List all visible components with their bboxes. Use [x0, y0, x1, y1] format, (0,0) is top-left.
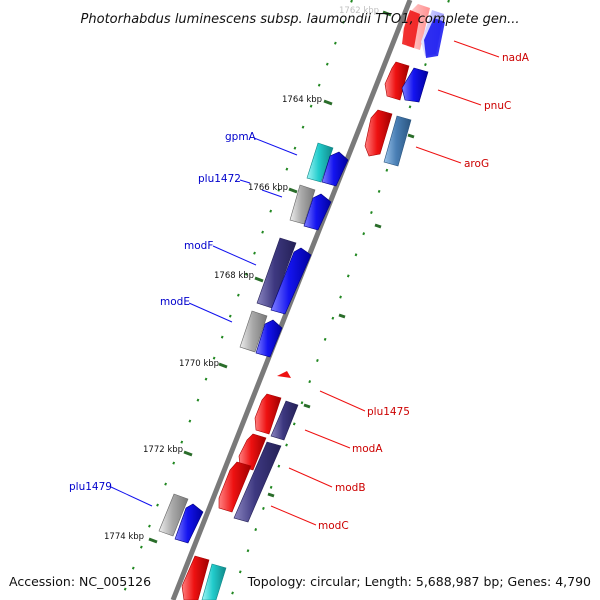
gene-nadA[interactable]: [402, 4, 445, 58]
gene-modA[interactable]: [254, 393, 299, 441]
scale-label-1764: 1764 kbp: [282, 95, 322, 105]
gene-plu1479[interactable]: [158, 493, 204, 544]
gene-modF[interactable]: [256, 237, 312, 315]
map-title: Photorhabdus luminescens subsp. laumondi…: [81, 12, 520, 27]
gene-modE[interactable]: [239, 310, 283, 358]
gene-modC[interactable]: [218, 461, 252, 513]
gene-modB[interactable]: [233, 433, 282, 523]
genome-backbone: [170, 0, 413, 600]
scale-label-1762: 1762 kbp: [339, 6, 379, 16]
scale-label-1766: 1766 kbp: [248, 183, 288, 193]
gene-label-nadA[interactable]: nadA: [502, 52, 530, 64]
scale-label-1774: 1774 kbp: [104, 532, 144, 542]
accession-text: Accession: NC_005126: [9, 574, 151, 589]
genome-summary-text: Topology: circular; Length: 5,688,987 bp…: [247, 574, 591, 589]
gene-label-modA[interactable]: modA: [352, 443, 383, 455]
gene-labels-right: nadA pnuC aroG plu1475 modA modB modC: [318, 52, 530, 532]
leader-lines-left: [110, 137, 298, 507]
scale-labels: 1762 kbp 1764 kbp 1766 kbp 1768 kbp 1770…: [104, 6, 379, 542]
gene-plu1472[interactable]: [289, 184, 332, 231]
gene-label-pnuC[interactable]: pnuC: [484, 100, 511, 112]
scale-tick-1770: [218, 362, 228, 369]
gene-label-plu1475[interactable]: plu1475: [367, 406, 410, 418]
scale-tick-1772: [183, 450, 193, 457]
gene-bottom-partial: [181, 555, 227, 600]
gene-label-modB[interactable]: modB: [335, 482, 366, 494]
gene-label-plu1472[interactable]: plu1472: [198, 173, 241, 185]
leader-lines-right: [270, 40, 500, 526]
scale-tick-1774: [148, 537, 158, 544]
scale-tick-1762: [382, 10, 392, 17]
gene-aroG[interactable]: [364, 109, 412, 167]
gene-label-modC[interactable]: modC: [318, 520, 349, 532]
gene-label-modE[interactable]: modE: [160, 296, 190, 308]
scale-label-1772: 1772 kbp: [143, 445, 183, 455]
scale-label-1770: 1770 kbp: [179, 359, 219, 369]
scale-label-1768: 1768 kbp: [214, 271, 254, 281]
gene-label-modF[interactable]: modF: [184, 240, 213, 252]
gene-label-aroG[interactable]: aroG: [464, 158, 489, 170]
gene-label-plu1479[interactable]: plu1479: [69, 481, 112, 493]
scale-ticks: [148, 10, 432, 544]
gene-pnuC[interactable]: [384, 61, 429, 103]
gene-labels-left: gpmA plu1472 modF modE plu1479: [69, 131, 257, 493]
scale-tick-1766: [288, 187, 298, 194]
scale-tick-1764: [323, 99, 333, 106]
gene-plu1475[interactable]: [277, 371, 291, 378]
gene-gpmA[interactable]: [306, 142, 349, 187]
scale-tick-1768: [254, 276, 264, 283]
gene-label-gpmA[interactable]: gpmA: [225, 131, 257, 143]
